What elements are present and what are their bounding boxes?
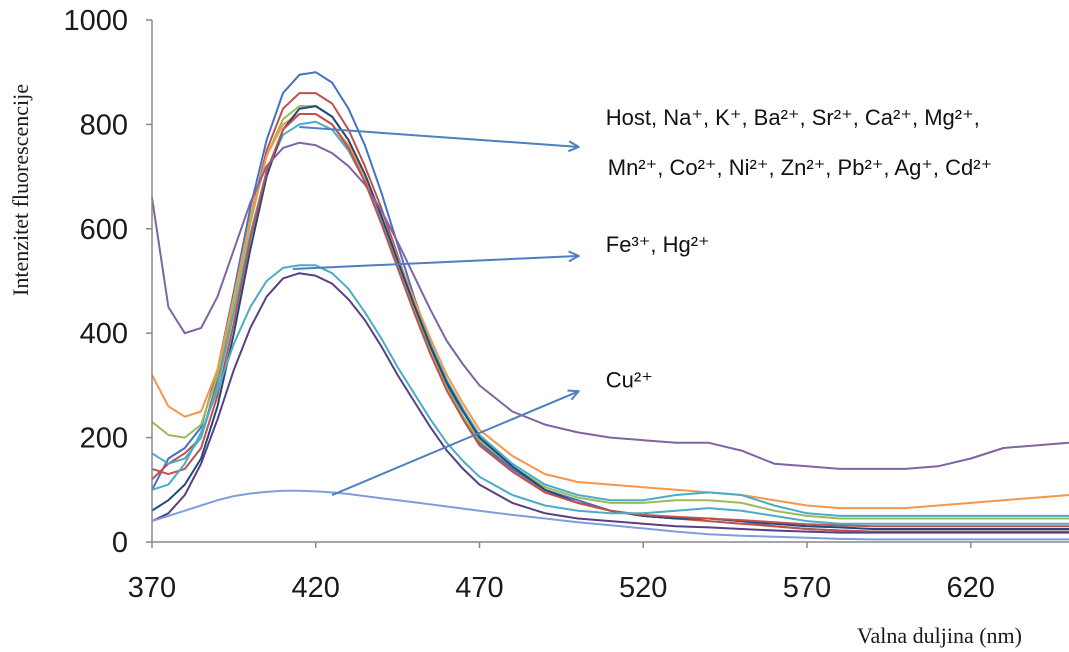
annotation-label-2: Fe³⁺, Hg²⁺ (606, 232, 710, 257)
series-line-7 (151, 141, 1069, 470)
annotation-label-1: Host, Na⁺, K⁺, Ba²⁺, Sr²⁺, Ca²⁺, Mg²⁺, (606, 105, 980, 130)
series-layer (151, 71, 1069, 541)
x-tick-label: 470 (455, 572, 503, 604)
series-line-1 (151, 71, 1069, 533)
series-line-9 (151, 264, 1069, 525)
x-tick-label: 370 (128, 572, 176, 604)
x-tick-label: 620 (947, 572, 995, 604)
annotation-label-1-line2: Mn²⁺, Co²⁺, Ni²⁺, Zn²⁺, Pb²⁺, Ag⁺, Cd²⁺ (608, 155, 992, 180)
series-line-4 (151, 113, 1069, 510)
y-tick-label: 800 (80, 109, 128, 141)
annotation-arrow-3 (331, 392, 578, 496)
annotations: Host, Na⁺, K⁺, Ba²⁺, Sr²⁺, Ca²⁺, Mg²⁺, Mn… (292, 105, 992, 496)
annotation-arrow-1 (299, 126, 577, 147)
annotation-label-3: Cu²⁺ (606, 368, 653, 393)
series-line-6 (151, 105, 1069, 530)
series-line-11 (151, 489, 1069, 541)
y-tick-label: 1000 (63, 5, 128, 37)
series-line-5 (151, 120, 1069, 517)
y-axis-title: Intenzitet fluorescencije (8, 84, 33, 296)
series-line-8 (151, 113, 1069, 528)
series-line-10 (151, 272, 1069, 534)
x-axis-title: Valna duljina (nm) (857, 623, 1022, 648)
annotation-arrow-2 (292, 256, 578, 270)
x-tick-label: 570 (783, 572, 831, 604)
ticks: 0 200 400 600 800 1000 370 420 470 520 570 620 (63, 5, 994, 604)
y-tick-label: 0 (112, 527, 128, 559)
x-tick-label: 520 (619, 572, 667, 604)
y-tick-label: 600 (80, 214, 128, 246)
y-tick-label: 400 (80, 318, 128, 350)
y-tick-label: 200 (80, 423, 128, 455)
x-tick-label: 420 (292, 572, 340, 604)
axes (151, 20, 1069, 543)
